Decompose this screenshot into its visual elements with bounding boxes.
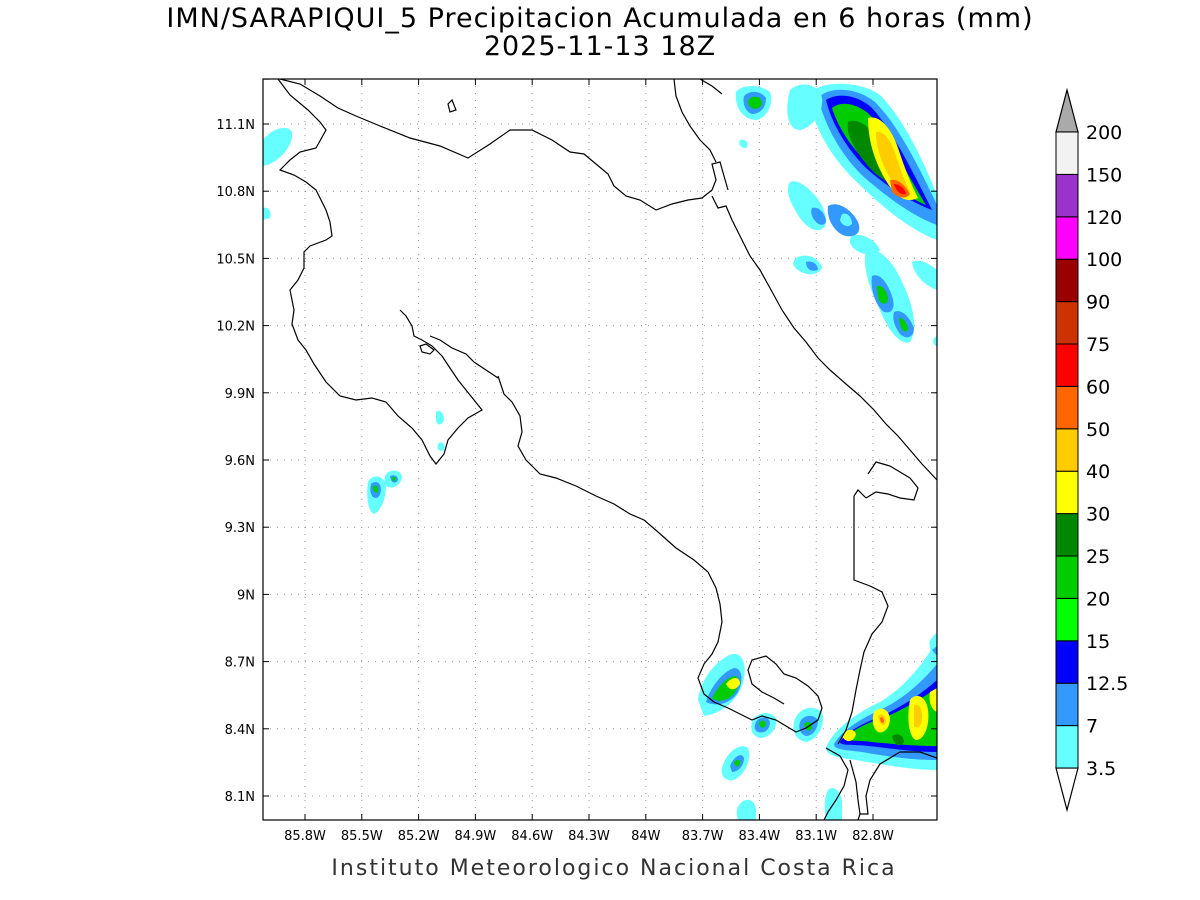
coastlines: [263, 79, 937, 820]
colorbar-label: 60: [1086, 376, 1110, 398]
colorbar-label: 120: [1086, 207, 1122, 229]
lat-tick-label: 10.8N: [216, 185, 255, 200]
precip-cell-gulf: [367, 336, 937, 514]
precip-cell-northeast: [735, 83, 937, 343]
colorbar-segment: [1055, 428, 1079, 472]
colorbar-label: 15: [1086, 631, 1110, 653]
map-frame: [262, 78, 938, 821]
lat-tick-label: 9N: [237, 588, 255, 603]
colorbar-segment: [1055, 173, 1079, 218]
colorbar-segment: [1055, 343, 1079, 387]
lat-tick-label: 8.4N: [225, 723, 255, 738]
lon-tick-label: 82.8W: [852, 829, 894, 844]
colorbar-arrow-top: [1055, 87, 1079, 133]
chart-title: IMN/SARAPIQUI_5 Precipitacion Acumulada …: [166, 3, 1034, 34]
precipitation-field: [263, 83, 937, 820]
colorbar-segment: [1055, 513, 1079, 557]
precip-cell-northwest: [263, 127, 293, 220]
colorbar-segment: [1055, 725, 1079, 769]
colorbar-segment: [1055, 682, 1079, 727]
lon-tick-label: 83.1W: [795, 829, 837, 844]
lon-tick-label: 84W: [631, 829, 661, 844]
colorbar: 3.5 7 12.5 15 20 25 30 40 50 60 75 90 100 120 150 200: [1055, 87, 1128, 813]
lat-tick-label: 10.5N: [216, 252, 255, 267]
colorbar-label: 200: [1086, 122, 1122, 144]
precip-cell-southeast: [698, 632, 937, 820]
colorbar-label: 150: [1086, 164, 1122, 186]
latitude-axis: 11.1N 10.8N 10.5N 10.2N 9.9N 9.6N 9.3N 9N 8.7N 8.…: [216, 118, 937, 805]
colorbar-label: 100: [1086, 249, 1122, 271]
lon-tick-label: 85.8W: [284, 829, 326, 844]
lat-tick-label: 9.3N: [225, 521, 255, 536]
lat-tick-label: 9.6N: [225, 454, 255, 469]
lon-tick-label: 83.7W: [682, 829, 724, 844]
colorbar-segment: [1055, 640, 1079, 684]
colorbar-label: 12.5: [1086, 673, 1128, 695]
colorbar-label: 40: [1086, 461, 1110, 483]
lon-tick-label: 85.5W: [341, 829, 383, 844]
colorbar-segment: [1055, 258, 1079, 303]
chart-subtitle: 2025-11-13 18Z: [483, 31, 717, 62]
lon-tick-label: 83.4W: [738, 829, 780, 844]
lat-tick-label: 11.1N: [216, 118, 255, 133]
colorbar-arrow-bottom: [1055, 767, 1079, 813]
lon-tick-label: 84.3W: [568, 829, 610, 844]
lon-tick-label: 84.9W: [454, 829, 496, 844]
colorbar-label: 75: [1086, 334, 1110, 356]
lat-tick-label: 10.2N: [216, 320, 255, 335]
lat-tick-label: 9.9N: [225, 387, 255, 402]
colorbar-label: 90: [1086, 292, 1110, 314]
colorbar-segment: [1055, 216, 1079, 260]
colorbar-segment: [1055, 131, 1079, 175]
colorbar-label: 50: [1086, 419, 1110, 441]
colorbar-segment: [1055, 555, 1079, 599]
colorbar-label: 20: [1086, 588, 1110, 610]
credit-text: Instituto Meteorologico Nacional Costa R…: [331, 856, 897, 881]
longitude-axis: 85.8W 85.5W 85.2W 84.9W 84.6W 84.3W 84W 83.7W 83…: [284, 79, 894, 844]
colorbar-segment: [1055, 597, 1079, 642]
colorbar-segment: [1055, 385, 1079, 430]
lon-tick-label: 84.6W: [511, 829, 553, 844]
colorbar-label: 30: [1086, 504, 1110, 526]
colorbar-label: 25: [1086, 546, 1110, 568]
colorbar-label: 3.5: [1086, 758, 1116, 780]
map-area: [263, 79, 937, 820]
colorbar-segment: [1055, 470, 1079, 515]
lon-tick-label: 85.2W: [398, 829, 440, 844]
lat-tick-label: 8.1N: [225, 790, 255, 805]
colorbar-label: 7: [1086, 716, 1098, 738]
colorbar-segment: [1055, 301, 1079, 345]
lat-tick-label: 8.7N: [225, 656, 255, 671]
